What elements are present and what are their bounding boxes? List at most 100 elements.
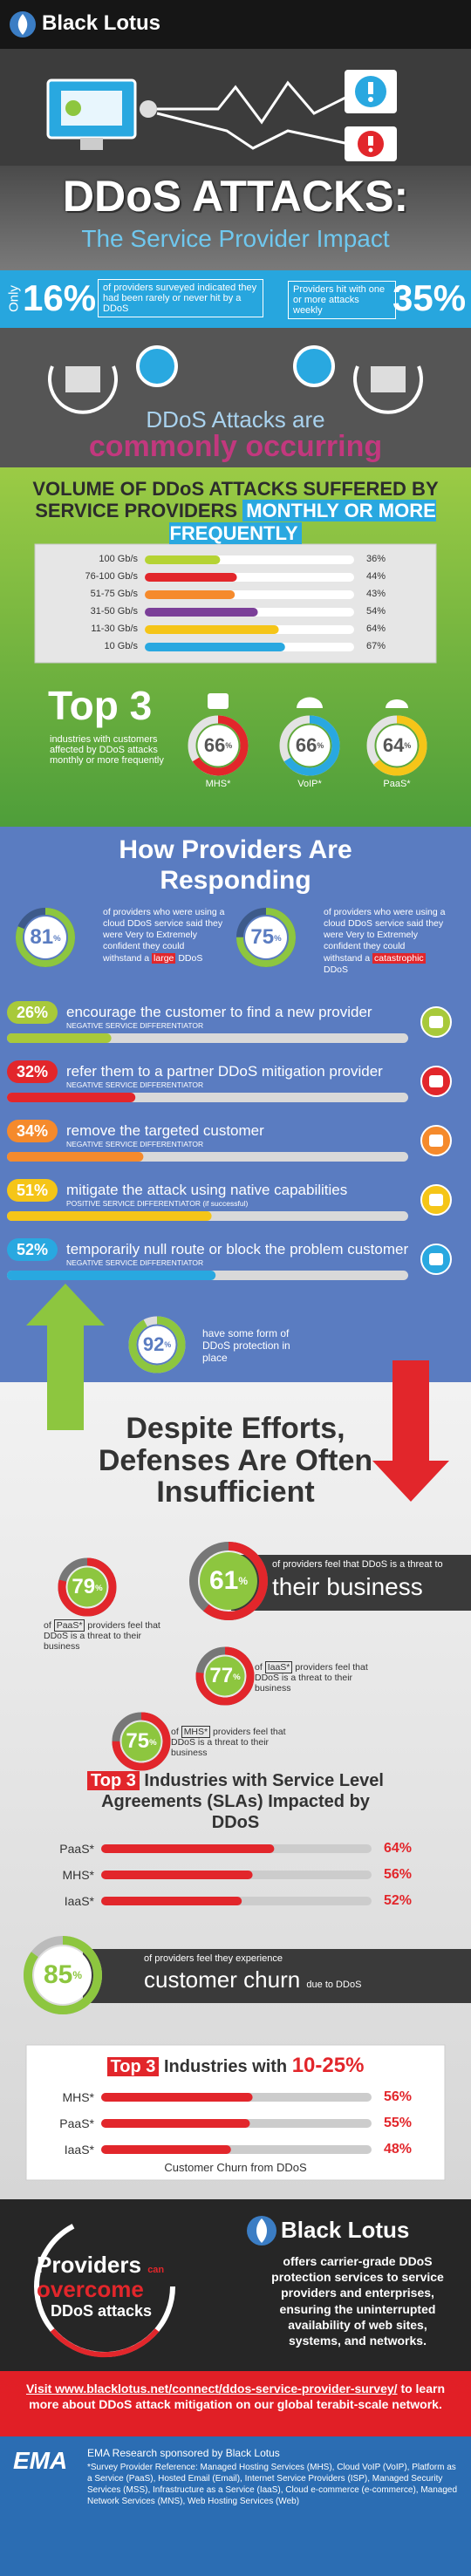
confidence-tail: DDoS [178, 952, 203, 964]
donut-arc [188, 715, 249, 776]
action-note: POSITIVE SERVICE DIFFERENTIATOR (if succ… [66, 1199, 249, 1208]
common-bg [0, 328, 471, 467]
bar [7, 1152, 144, 1162]
percent-sign: % [274, 934, 282, 944]
segment-text: of PaaS* providers feel that DDoS is a t… [44, 1619, 161, 1652]
title-bg [0, 166, 471, 270]
percent-sign: % [225, 741, 232, 750]
donut-value: 66% [296, 734, 324, 756]
action-icon-glyph [429, 1253, 443, 1265]
action-pill [7, 1001, 58, 1024]
industry-label: MHS* [62, 1868, 94, 1882]
overcome-line3: DDoS attacks [51, 2302, 153, 2320]
action-value: 34% [17, 1122, 48, 1140]
donut-center [121, 1721, 161, 1762]
donut-number: 75 [126, 1729, 149, 1753]
volume-label: 100 Gb/s [99, 554, 138, 564]
volume-label: 76-100 Gb/s [85, 571, 138, 582]
bar [101, 1871, 253, 1879]
industry-number: 64 [384, 1841, 399, 1856]
footer-bg [0, 2436, 471, 2576]
top3-title: Top 3 [48, 683, 153, 728]
segment-name: PaaS* [53, 1619, 85, 1632]
volume-value: 64% [366, 624, 386, 634]
action-number: 32 [17, 1063, 34, 1080]
visit-text: to learn more about DDoS attack mitigati… [29, 2382, 446, 2412]
donut-center [138, 1325, 176, 1364]
industry-value: 64% [384, 1841, 412, 1857]
confidence-body: of providers who were using a cloud DDoS… [324, 907, 446, 964]
percent-sign: % [377, 554, 386, 564]
donut-arc [236, 908, 296, 967]
donut-value: 92% [143, 1333, 171, 1355]
common-icons [48, 345, 423, 414]
donut-arc [16, 908, 75, 967]
donut-value: 75% [126, 1729, 157, 1753]
bar [101, 1897, 242, 1905]
bar [145, 555, 221, 564]
stat-text: of providers surveyed indicated they had… [98, 279, 263, 317]
donut-arc [128, 1316, 186, 1373]
percent-sign: % [34, 1004, 48, 1021]
confidence-body: of providers who were using a cloud DDoS… [103, 907, 225, 964]
churn-emphasis: customer churn due to DDoS [144, 1966, 361, 1993]
action-text: encourage the customer to find a new pro… [66, 1004, 372, 1020]
donut-value: 75% [250, 925, 282, 949]
churn-title-text: Industries with [164, 2057, 288, 2076]
percent-sign: % [233, 1673, 241, 1682]
donut-number: 66 [204, 734, 225, 756]
percent-sign: % [238, 1575, 248, 1587]
industry-label: MHS* [62, 2090, 94, 2104]
footer-note: *Survey Provider Reference: Managed Host… [87, 2463, 458, 2506]
churn-box [25, 2044, 446, 2181]
sponsor: EMA Research sponsored by Black Lotus [87, 2447, 280, 2459]
industry-name: PaaS* [383, 779, 411, 789]
churn-emphasis-text: customer churn [144, 1966, 301, 1993]
confidence-highlight: catastrophic [372, 952, 426, 964]
sla-title: Top 3 Industries with Service Level Agre… [78, 1770, 392, 1833]
volume-label: 31-50 Gb/s [90, 606, 138, 617]
action-icon-glyph [429, 1194, 443, 1206]
percent-sign: % [34, 1122, 48, 1140]
percent-sign: % [377, 624, 386, 634]
industry-label: PaaS* [59, 1842, 94, 1856]
donut-center [67, 1567, 107, 1607]
segment-prefix: of [44, 1620, 51, 1631]
volume-number: 43 [366, 589, 378, 599]
volume-label: 10 Gb/s [104, 641, 138, 651]
brand: Black Lotus [42, 11, 161, 35]
action-text: mitigate the attack using native capabil… [66, 1182, 348, 1198]
title: DDoS ATTACKS: [62, 172, 409, 221]
threat-emphasis: their business [272, 1573, 423, 1600]
percent-sign: % [63, 277, 97, 318]
percent-sign: % [399, 1893, 413, 1908]
donut-arc [195, 1646, 255, 1706]
confidence-highlight: large [152, 952, 176, 964]
donut-number: 79 [72, 1575, 95, 1598]
industry-value: 55% [384, 2116, 412, 2131]
volume-label: 51-75 Gb/s [90, 589, 138, 599]
donut-number: 92 [143, 1333, 164, 1355]
volume-number: 44 [366, 571, 378, 582]
donut-value: 77% [209, 1664, 241, 1687]
donut-value: 79% [72, 1575, 103, 1598]
insufficient-title: Despite Efforts, Defenses Are Often Insu… [98, 1412, 373, 1509]
action-pill [7, 1238, 58, 1261]
churn-tail: due to DDoS [306, 1980, 362, 1990]
industry-number: 55 [384, 2116, 399, 2130]
volume-title-text: VOLUME OF DDoS ATTACKS SUFFERED BY SERVI… [32, 478, 439, 522]
visit-link[interactable]: Visit www.blacklotus.net/connect/ddos-se… [25, 2382, 398, 2395]
only-label: Only [6, 285, 22, 312]
percent-sign: % [72, 1969, 82, 1981]
header-bg [0, 0, 471, 49]
donut-center [245, 917, 287, 958]
churn-banner [83, 1949, 471, 2003]
bar [7, 1033, 112, 1043]
responding-bg [0, 827, 471, 1382]
logo-icon [247, 2216, 276, 2245]
action-value: 32% [17, 1063, 48, 1080]
action-number: 34 [17, 1122, 34, 1140]
action-pill [7, 1060, 58, 1083]
bar [145, 590, 236, 599]
donut-arc [366, 715, 427, 776]
